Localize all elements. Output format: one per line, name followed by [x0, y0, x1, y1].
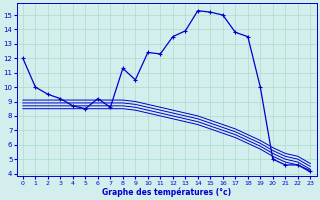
X-axis label: Graphe des températures (°c): Graphe des températures (°c)	[102, 187, 231, 197]
